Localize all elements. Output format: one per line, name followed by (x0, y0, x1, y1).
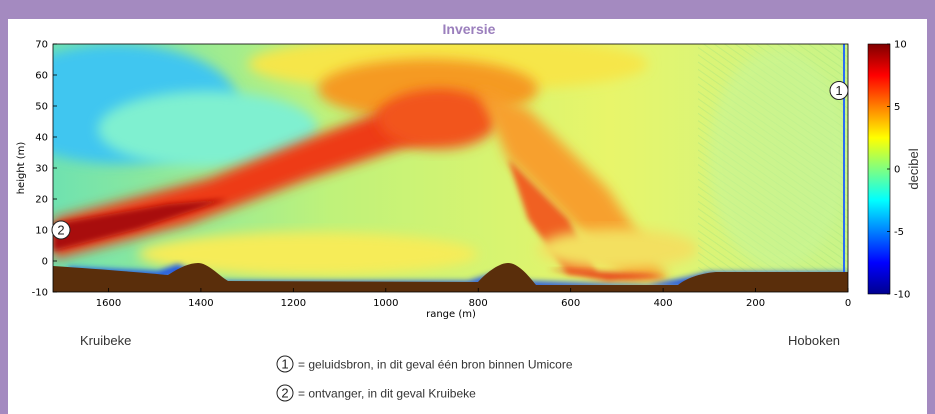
y-tick-label: 10 (35, 226, 48, 237)
marker-source-number: 1 (835, 83, 842, 98)
legend-2-text: = ontvanger, in dit geval Kruibeke (298, 387, 476, 401)
x-tick-label: 600 (561, 298, 580, 309)
colorbar-gradient (867, 43, 891, 295)
terrain (53, 263, 848, 292)
colorbar-ticks: 10 5 0 -5 -10 (887, 40, 910, 301)
legend-2-number: 2 (281, 386, 288, 401)
x-axis-label: range (m) (426, 309, 476, 320)
y-axis: 70 60 50 40 30 20 10 0 -10 (32, 40, 57, 299)
x-tick-label: 400 (654, 298, 673, 309)
x-tick-label: 1200 (281, 298, 306, 309)
place-right-label: Hoboken (788, 333, 840, 348)
y-tick-label: 70 (35, 40, 48, 51)
legend-item-2: 2 = ontvanger, in dit geval Kruibeke (276, 384, 476, 402)
y-tick-label: 20 (35, 195, 48, 206)
colorbar-tick-label: 0 (894, 165, 900, 176)
y-tick-label: 60 (35, 71, 48, 82)
colorbar-label: decibel (906, 148, 921, 189)
x-tick-label: 1600 (96, 298, 121, 309)
place-left-label: Kruibeke (80, 333, 131, 348)
chart-title: Inversie (443, 21, 496, 37)
colorbar-tick-label: -10 (894, 290, 910, 301)
colorbar: 10 5 0 -5 -10 decibel (867, 40, 921, 301)
marker-source: 1 (829, 81, 849, 100)
marker-receiver-number: 2 (57, 223, 64, 238)
colorbar-tick-label: -5 (894, 227, 904, 238)
marker-receiver: 2 (51, 220, 71, 240)
y-tick-label: 40 (35, 133, 48, 144)
x-axis: 1600 1400 1200 1000 800 600 400 200 0 (96, 288, 851, 309)
y-axis-label: height (m) (16, 142, 27, 195)
legend-1-text: = geluidsbron, in dit geval één bron bin… (298, 358, 573, 372)
x-tick-label: 0 (845, 298, 851, 309)
y-tick-label: 30 (35, 164, 48, 175)
x-tick-label: 1000 (373, 298, 398, 309)
x-tick-label: 800 (469, 298, 488, 309)
heatmap-field (53, 44, 848, 292)
x-tick-label: 200 (746, 298, 765, 309)
figure-frame: Inversie 70 60 50 40 30 20 10 0 -10 1600 1400 1200 (8, 19, 927, 414)
legend-1-number: 1 (281, 357, 288, 372)
y-tick-label: 50 (35, 102, 48, 113)
x-tick-label: 1400 (188, 298, 213, 309)
colorbar-tick-label: 10 (894, 40, 907, 51)
y-tick-label: -10 (32, 288, 48, 299)
y-tick-label: 0 (42, 257, 48, 268)
legend-item-1: 1 = geluidsbron, in dit geval één bron b… (276, 355, 573, 373)
colorbar-tick-label: 5 (894, 102, 900, 113)
